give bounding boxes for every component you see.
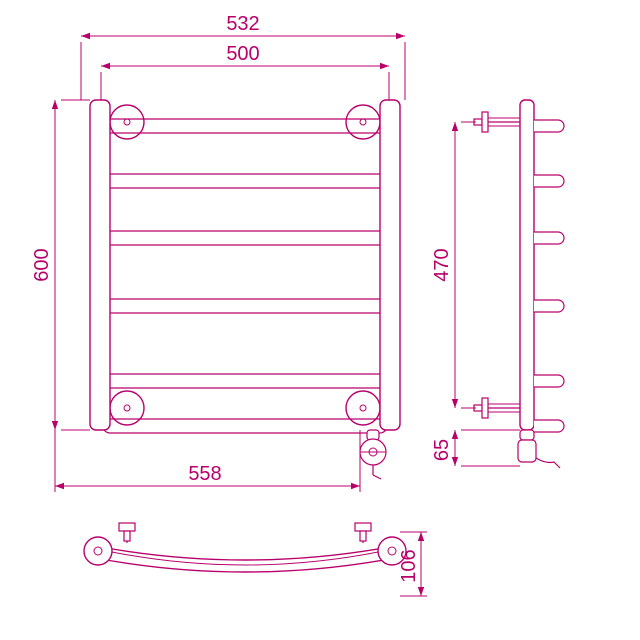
dim-label-w558: 558 — [188, 463, 221, 485]
dim-label-w500: 500 — [226, 43, 259, 65]
dim-label-h470: 470 — [431, 248, 453, 281]
dim-label-h65: 65 — [431, 439, 453, 461]
side-view — [474, 100, 564, 468]
dim-label-w532: 532 — [226, 13, 259, 35]
top-view — [84, 523, 406, 572]
dim-label-h600: 600 — [31, 248, 53, 281]
dim-label-d106: 106 — [398, 549, 420, 582]
front-view — [90, 100, 400, 479]
